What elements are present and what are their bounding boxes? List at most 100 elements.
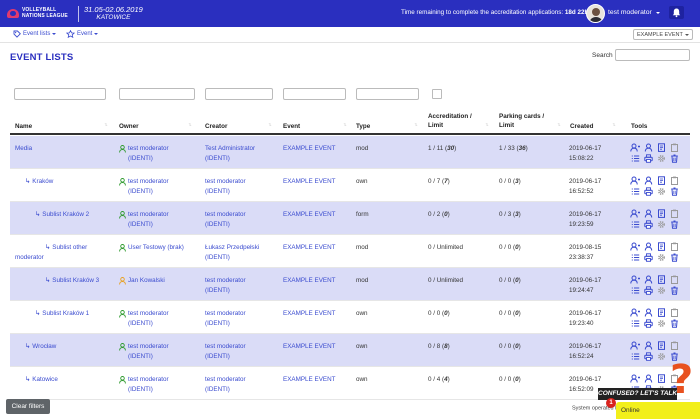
list-icon[interactable]	[631, 154, 640, 163]
row-owner-name[interactable]: test moderator	[128, 376, 169, 383]
row-event[interactable]: EXAMPLE EVENT	[283, 343, 336, 350]
document-icon[interactable]	[657, 374, 666, 383]
row-name[interactable]: ↳ Sublist other moderator	[15, 243, 105, 263]
notification-button[interactable]	[669, 6, 684, 19]
user-plus-icon[interactable]	[630, 308, 641, 317]
row-event[interactable]: EXAMPLE EVENT	[283, 277, 336, 284]
list-icon[interactable]	[631, 319, 640, 328]
print-icon[interactable]	[644, 220, 653, 229]
row-event[interactable]: EXAMPLE EVENT	[283, 244, 336, 251]
row-creator-name[interactable]: Łukasz Przedpełski	[205, 244, 260, 251]
document-icon[interactable]	[657, 308, 666, 317]
row-owner-name[interactable]: User Testowy (brak)	[128, 244, 184, 251]
list-icon[interactable]	[631, 253, 640, 262]
trash-icon[interactable]	[670, 319, 679, 328]
column-header-accreditation[interactable]: Accreditation / Limit	[428, 112, 472, 130]
row-creator-name[interactable]: test moderator	[205, 310, 246, 317]
row-owner[interactable]: test moderator (IDENTI)	[119, 375, 169, 395]
row-owner-name[interactable]: test moderator	[128, 211, 169, 218]
row-name[interactable]: Media	[15, 144, 105, 154]
user-icon[interactable]	[644, 209, 653, 218]
sort-icon[interactable]: ↑↓	[485, 122, 489, 128]
trash-icon[interactable]	[670, 253, 679, 262]
user-icon[interactable]	[644, 176, 653, 185]
sort-icon[interactable]: ↑↓	[268, 122, 272, 128]
sort-icon[interactable]: ↑↓	[343, 122, 347, 128]
row-creator[interactable]: test moderator (IDENTI)	[205, 210, 246, 230]
row-creator-name[interactable]: test moderator	[205, 178, 246, 185]
print-icon[interactable]	[644, 253, 653, 262]
row-name-label[interactable]: Sublist Kraków 3	[52, 277, 100, 284]
row-creator[interactable]: Test Administrator (IDENTI)	[205, 144, 255, 164]
row-name-label[interactable]: Sublist other	[52, 244, 88, 251]
event-lists-menu[interactable]: Event lists	[13, 30, 57, 38]
row-creator-name[interactable]: test moderator	[205, 376, 246, 383]
sort-icon[interactable]: ↑↓	[414, 122, 418, 128]
trash-icon[interactable]	[670, 187, 679, 196]
row-creator-name[interactable]: test moderator	[205, 343, 246, 350]
user-icon[interactable]	[644, 275, 653, 284]
filter-type-input[interactable]	[356, 88, 419, 100]
search-input[interactable]	[615, 49, 690, 61]
sort-icon[interactable]: ↑↓	[557, 122, 561, 128]
filter-creator-input[interactable]	[205, 88, 273, 100]
row-owner[interactable]: test moderator (IDENTI)	[119, 177, 169, 197]
row-event[interactable]: EXAMPLE EVENT	[283, 211, 336, 218]
row-owner[interactable]: Jan Kowalski	[119, 276, 165, 286]
row-owner-name[interactable]: Jan Kowalski	[128, 277, 165, 284]
trash-icon[interactable]	[670, 220, 679, 229]
row-name-label[interactable]: Media	[15, 145, 33, 152]
list-icon[interactable]	[631, 286, 640, 295]
row-name[interactable]: ↳ Sublist Kraków 2	[35, 210, 125, 220]
document-icon[interactable]	[657, 275, 666, 284]
row-owner[interactable]: User Testowy (brak)	[119, 243, 184, 253]
row-owner[interactable]: test moderator (IDENTI)	[119, 309, 169, 329]
row-event[interactable]: EXAMPLE EVENT	[283, 145, 336, 152]
column-header-parking[interactable]: Parking cards / Limit	[499, 112, 544, 130]
clear-filters-button[interactable]: Clear filters	[6, 399, 50, 414]
list-icon[interactable]	[631, 220, 640, 229]
user-plus-icon[interactable]	[630, 374, 641, 383]
event-select[interactable]: EXAMPLE EVENT	[633, 29, 693, 40]
filter-name-input[interactable]	[14, 88, 106, 100]
print-icon[interactable]	[644, 352, 653, 361]
chat-banner[interactable]: CONFUSED? LET'S TALK	[598, 388, 677, 400]
row-name[interactable]: ↳ Kraków	[25, 177, 115, 187]
row-event[interactable]: EXAMPLE EVENT	[283, 178, 336, 185]
row-creator[interactable]: test moderator (IDENTI)	[205, 309, 246, 329]
row-name-label[interactable]: Sublist Kraków 1	[42, 310, 90, 317]
row-name[interactable]: ↳ Katowice	[25, 375, 115, 385]
list-icon[interactable]	[631, 187, 640, 196]
row-owner[interactable]: test moderator (IDENTI)	[119, 342, 169, 362]
row-owner-name[interactable]: test moderator	[128, 310, 169, 317]
trash-icon[interactable]	[670, 286, 679, 295]
row-creator[interactable]: test moderator (IDENTI)	[205, 342, 246, 362]
sort-icon[interactable]: ↑↓	[188, 122, 192, 128]
user-plus-icon[interactable]	[630, 341, 641, 350]
user-icon[interactable]	[644, 242, 653, 251]
user-menu[interactable]: test moderator	[608, 9, 660, 16]
print-icon[interactable]	[644, 286, 653, 295]
row-creator[interactable]: Łukasz Przedpełski (IDENTI)	[205, 243, 259, 263]
user-icon[interactable]	[644, 341, 653, 350]
row-creator-name[interactable]: test moderator	[205, 211, 246, 218]
user-icon[interactable]	[644, 374, 653, 383]
column-header-event[interactable]: Event	[283, 123, 301, 130]
column-header-owner[interactable]: Owner	[119, 123, 139, 130]
user-plus-icon[interactable]	[630, 275, 641, 284]
row-creator-name[interactable]: test moderator	[205, 277, 246, 284]
row-name-label[interactable]: Sublist Kraków 2	[42, 211, 90, 218]
trash-icon[interactable]	[670, 154, 679, 163]
user-icon[interactable]	[644, 143, 653, 152]
row-name-label[interactable]: Wrocław	[32, 343, 57, 350]
row-owner-name[interactable]: test moderator	[128, 145, 169, 152]
row-name[interactable]: ↳ Wrocław	[25, 342, 115, 352]
chat-online-button[interactable]: Online	[616, 402, 700, 419]
filter-accreditation-checkbox[interactable]	[432, 89, 442, 99]
row-name[interactable]: ↳ Sublist Kraków 3	[45, 276, 135, 286]
document-icon[interactable]	[657, 242, 666, 251]
row-event[interactable]: EXAMPLE EVENT	[283, 376, 336, 383]
row-event[interactable]: EXAMPLE EVENT	[283, 310, 336, 317]
document-icon[interactable]	[657, 209, 666, 218]
row-creator-name[interactable]: Test Administrator	[205, 145, 256, 152]
